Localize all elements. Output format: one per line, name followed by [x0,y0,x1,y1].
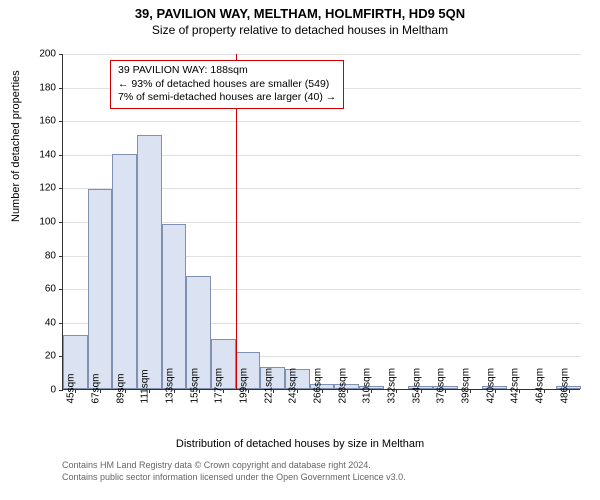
histogram-bar [162,224,187,389]
y-tick-label: 20 [26,351,56,362]
footer-line-2: Contains public sector information licen… [62,472,406,484]
info-box-line: 7% of semi-detached houses are larger (4… [118,91,336,105]
y-tick-label: 160 [26,116,56,127]
footer-line-1: Contains HM Land Registry data © Crown c… [62,460,406,472]
chart-subtitle: Size of property relative to detached ho… [0,21,600,37]
page-title: 39, PAVILION WAY, MELTHAM, HOLMFIRTH, HD… [0,0,600,21]
footer-attribution: Contains HM Land Registry data © Crown c… [62,460,406,483]
y-tick-label: 140 [26,149,56,160]
histogram-bar [112,154,137,389]
x-axis-label: Distribution of detached houses by size … [0,438,600,450]
y-tick-label: 200 [26,49,56,60]
y-tick-label: 120 [26,183,56,194]
histogram-bar [88,189,113,389]
y-tick-label: 100 [26,217,56,228]
chart-container: 39, PAVILION WAY, MELTHAM, HOLMFIRTH, HD… [0,0,600,500]
y-tick-label: 60 [26,284,56,295]
info-box-line: ← 93% of detached houses are smaller (54… [118,78,336,92]
y-axis-label: Number of detached properties [10,70,22,222]
y-tick-label: 0 [26,385,56,396]
info-box-line: 39 PAVILION WAY: 188sqm [118,64,336,78]
histogram-bar [137,135,162,389]
info-box: 39 PAVILION WAY: 188sqm← 93% of detached… [110,60,344,109]
y-tick-label: 40 [26,317,56,328]
y-tick-label: 80 [26,250,56,261]
y-tick-label: 180 [26,82,56,93]
